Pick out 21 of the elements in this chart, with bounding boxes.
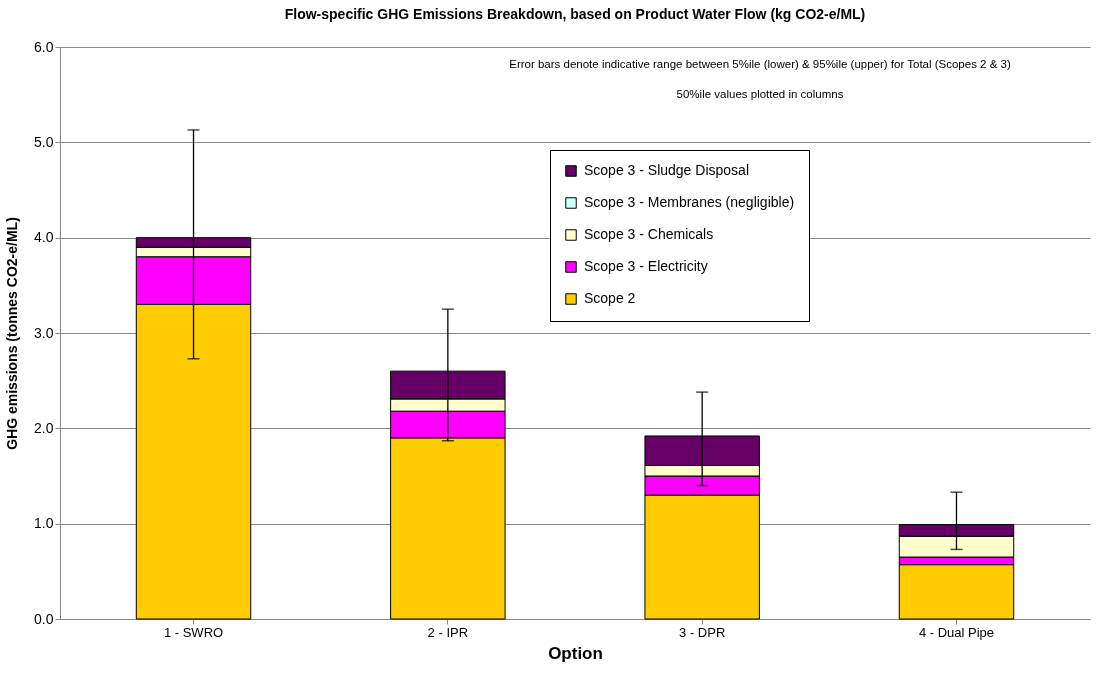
annotation: Error bars denote indicative range between 5%ile (lower) & 95%ile (upper) for Total (Scopes 2 & 3) [509, 58, 1011, 70]
y-tick-label: 4.0 [34, 229, 54, 246]
y-tick-label: 3.0 [34, 324, 54, 341]
y-tick-label: 5.0 [34, 133, 54, 150]
x-tick-label: 2 - IPR [427, 624, 469, 640]
x-axis-title: Option [548, 643, 603, 663]
x-tick-label: 1 - SWRO [163, 624, 224, 640]
annotation: 50%ile values plotted in columns [676, 88, 844, 100]
y-tick-label: 2.0 [34, 419, 54, 436]
x-tick-label: 3 - DPR [679, 624, 726, 640]
chart-title: Flow-specific GHG Emissions Breakdown, based on Product Water Flow (kg CO2-e/ML) [284, 6, 866, 22]
y-axis-title: GHG emissions (tonnes CO2-e/ML) [4, 217, 21, 450]
legend-label: Scope 3 - Membranes (negligible) [584, 194, 795, 210]
legend-label: Scope 2 [584, 290, 636, 306]
y-tick-label: 0.0 [34, 610, 54, 627]
y-tick-label: 6.0 [34, 38, 54, 55]
legend-label: Scope 3 - Sludge Disposal [584, 162, 749, 178]
y-tick-label: 1.0 [34, 515, 54, 532]
legend-label: Scope 3 - Electricity [584, 258, 708, 274]
x-tick-label: 4 - Dual Pipe [918, 624, 995, 640]
legend-label: Scope 3 - Chemicals [584, 226, 714, 242]
